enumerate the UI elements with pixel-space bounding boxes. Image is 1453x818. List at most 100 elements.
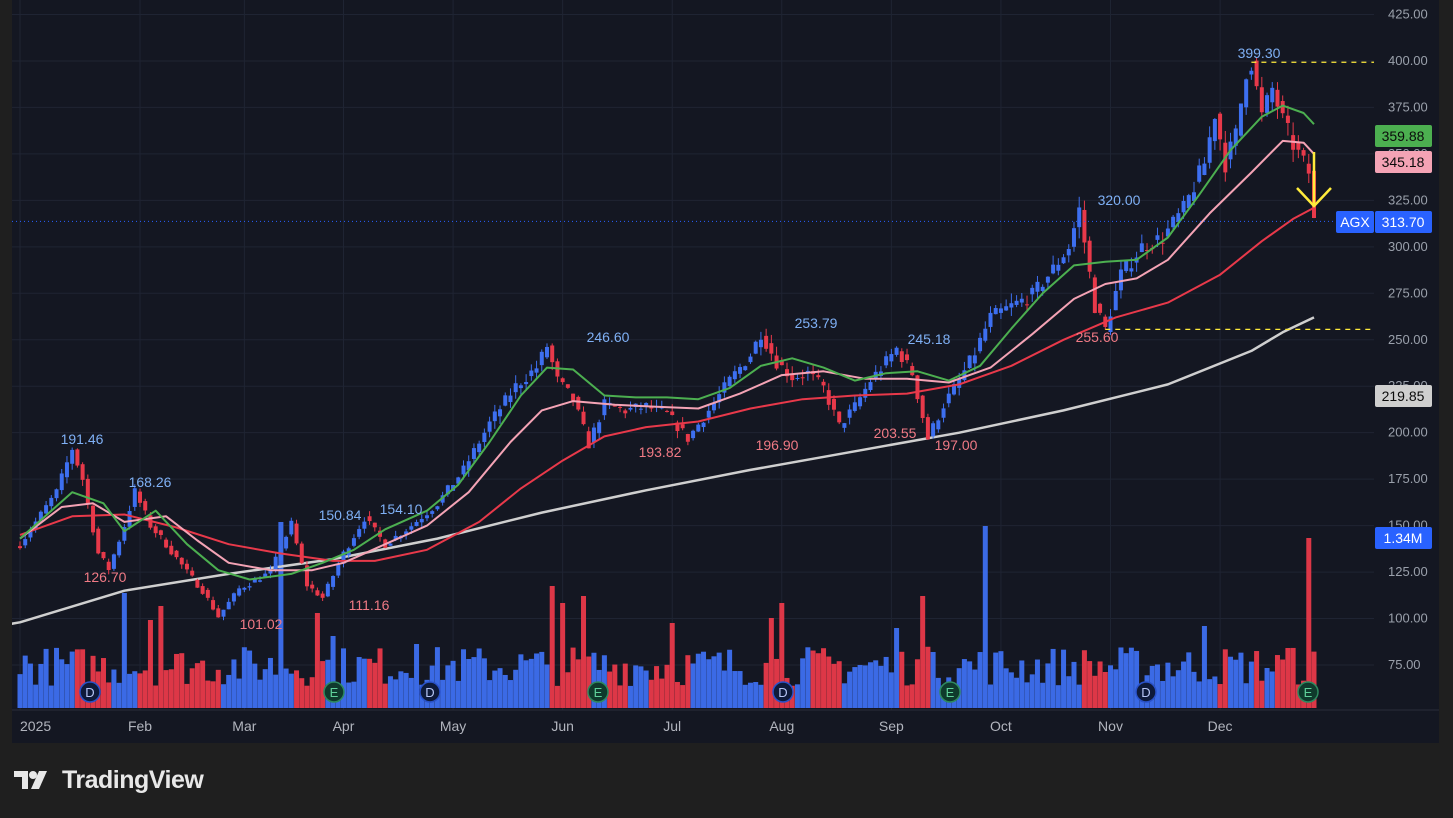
chart-frame[interactable]: 191.46 168.26 150.84 154.10 246.60 253.79 245.… [12,0,1439,743]
candle-body [351,538,356,546]
dividend-marker[interactable]: D [79,681,101,703]
volume-bar [1186,652,1192,708]
candle-body [1113,291,1118,311]
volume-bar [288,673,294,708]
candle-body [680,424,685,429]
candle-body [649,406,654,409]
volume-bar [988,684,993,708]
symbol-tag-bg [1336,211,1374,233]
candle-body [769,343,774,354]
price-tick-label: 375.00 [1388,99,1428,114]
time-axis[interactable]: 2025 Feb Mar Apr May Jun Jul Aug Sep Oct Nov Dec [20,718,1233,734]
volume-bar [972,669,978,708]
candle-body [445,485,450,495]
volume-bar [1081,650,1087,708]
volume-bar [810,650,816,708]
dividend-marker[interactable]: D [772,681,794,703]
earnings-marker[interactable]: E [587,681,609,703]
time-tick-label: Nov [1098,718,1123,734]
earnings-marker[interactable]: E [1297,681,1319,703]
candle-body [1025,304,1030,306]
dividend-icon [772,681,794,703]
candle-body [931,423,936,437]
volume-bar [194,663,200,708]
dividend-marker[interactable]: D [419,681,441,703]
pivot-high-label: 168.26 [129,474,172,490]
volume-bar [1264,667,1270,708]
volume-bar [273,674,279,708]
volume-bar [737,671,743,708]
volume-bar [100,658,106,708]
price-chart[interactable]: 191.46 168.26 150.84 154.10 246.60 253.79 245.… [12,0,1439,743]
volume-bar [591,652,597,708]
volume-bar [205,680,211,708]
candle-body [685,434,690,442]
candle-body [336,564,341,576]
volume-bar [826,656,832,708]
volume-bar [309,677,315,708]
volume-bar [847,671,853,708]
candle-body [951,384,956,395]
candle-body [49,497,54,507]
volume-bar [1196,681,1202,708]
candle-body [764,335,769,349]
candle-body [884,356,889,366]
volume-bar [294,670,300,708]
candle-body [1040,286,1045,292]
candle-body [143,501,148,511]
pivot-high-label: 191.46 [61,431,104,447]
dividend-marker[interactable]: D [1135,681,1157,703]
ma-long-tag-bg [1375,385,1432,407]
volume-bar [654,666,660,708]
price-axis[interactable]: 425.00400.00375.00350.00325.00300.00275.… [1388,7,1428,673]
pivot-high-label: 154.10 [380,501,423,517]
candle-body [409,526,414,530]
candle-body [1092,277,1097,313]
candle-body [1218,113,1223,140]
candle-body [665,410,669,412]
volume-bar [601,655,607,708]
earnings-marker[interactable]: E [939,681,961,703]
candle-body [753,341,758,354]
candle-body [544,346,549,358]
volume-bar [768,618,774,708]
volume-bar [43,648,49,708]
volume-bar [794,684,800,708]
candle-body [393,535,398,541]
candle-body [638,408,643,410]
volume-bar [367,658,373,708]
candle-body [550,345,555,363]
moving-average-lines [19,104,1315,581]
ma-fast-tag: 359.88 [1382,128,1425,144]
price-tick-label: 400.00 [1388,53,1428,68]
earnings-icon [587,681,609,703]
volume-bar [857,664,863,708]
candle-body [539,351,544,366]
candle-body [221,609,226,617]
volume-bar [513,669,519,708]
volume-bar [883,656,889,708]
candle-body [362,521,367,529]
candle-body [1171,216,1176,228]
candle-body [195,579,200,588]
earnings-marker[interactable]: E [323,681,345,703]
volume-bar [267,657,273,708]
volume-bar [69,651,75,708]
volume-bar [914,659,920,708]
candle-body [1019,298,1024,303]
volume-bar [674,681,680,708]
time-tick-label: Feb [128,718,152,734]
volume-bar [434,647,440,708]
volume-bar [17,674,23,708]
volume-bar [64,664,70,708]
tradingview-logo[interactable]: TradingView [14,765,204,795]
event-marker-label: D [1141,685,1150,700]
volume-bar [1217,684,1223,708]
candle-body [1077,207,1082,228]
time-tick-label: Mar [232,718,256,734]
candle-body [1212,118,1217,142]
candle-body [790,373,795,381]
sma-long-line [12,316,1315,625]
grid [12,0,1439,711]
